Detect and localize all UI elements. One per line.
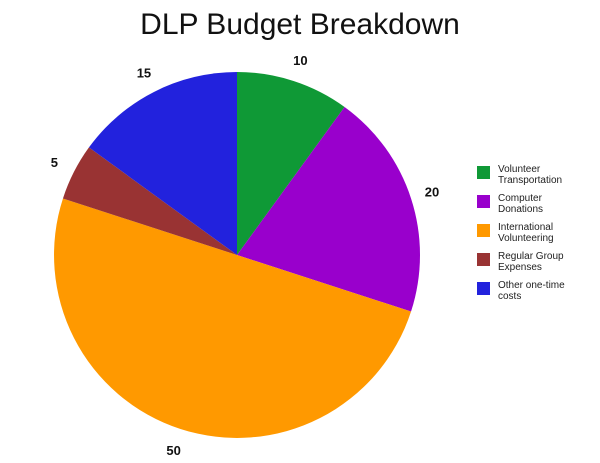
legend-label: Regular Group Expenses [498,251,564,273]
legend-item: International Volunteering [477,222,597,251]
legend-label: International Volunteering [498,222,554,244]
pie-slice [237,106,420,312]
legend-swatch [477,195,490,208]
legend-swatch [477,224,490,237]
legend-item: Volunteer Transportation [477,164,597,193]
legend-item: Other one-time costs [477,280,597,309]
slice-value-label: 20 [425,185,439,200]
legend-swatch [477,166,490,179]
slice-value-label: 50 [166,443,180,458]
pie-slice [54,198,412,438]
legend-label: Volunteer Transportation [498,164,563,186]
pie-slice [62,147,237,255]
legend-label: Computer Donations [498,193,544,215]
pie-slice [237,72,345,255]
legend-swatch [477,282,490,295]
slice-value-label: 10 [293,53,307,68]
slice-value-label: 15 [137,65,151,80]
pie-slice [88,72,237,255]
legend-item: Computer Donations [477,193,597,222]
legend-label: Other one-time costs [498,280,565,302]
legend: Volunteer Transportation Computer Donatio… [477,164,597,309]
legend-item: Regular Group Expenses [477,251,597,280]
chart-title: DLP Budget Breakdown [140,8,460,41]
slice-value-label: 5 [51,155,58,170]
legend-swatch [477,253,490,266]
